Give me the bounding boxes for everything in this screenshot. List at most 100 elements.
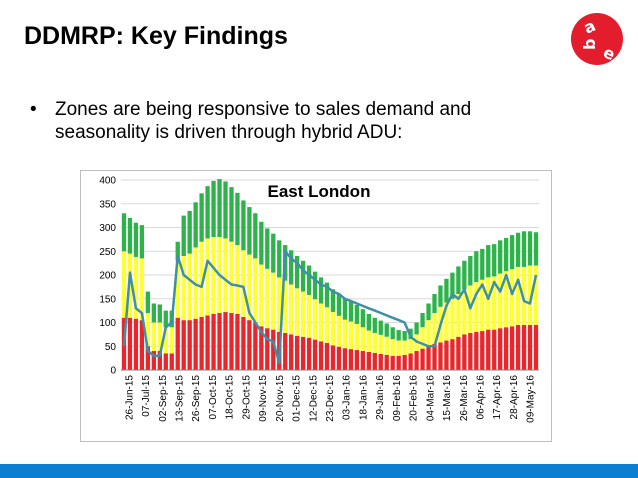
bar-red-zone <box>199 316 204 370</box>
bar-green-zone <box>127 218 133 254</box>
y-tick-label: 150 <box>99 294 116 305</box>
bar-yellow-zone <box>384 336 389 355</box>
bar-red-zone <box>235 313 240 370</box>
bar-red-zone <box>462 334 467 370</box>
bar-red-zone <box>289 334 294 370</box>
logo-letter-b: b <box>580 39 599 50</box>
bar-red-zone <box>330 345 336 370</box>
bar-yellow-zone <box>426 320 431 347</box>
bar-green-zone <box>217 179 222 237</box>
bar-red-zone <box>444 340 449 370</box>
bar-yellow-zone <box>498 273 503 329</box>
chart-container: 0 50 100 150 200 250 300 350 400 26-Jun-15 07-Jul… <box>80 170 552 442</box>
bar-red-zone <box>187 320 192 370</box>
bar-green-zone <box>271 233 276 273</box>
x-tick-label: 02-Sep-15 <box>158 375 169 422</box>
bar-yellow-zone <box>211 237 216 314</box>
x-tick-label: 18-Jan-16 <box>358 375 369 420</box>
bar-red-zone <box>241 316 246 370</box>
bar-yellow-zone <box>157 322 162 351</box>
bar-green-zone <box>438 285 443 307</box>
x-tick-label: 04-Mar-16 <box>425 375 436 422</box>
bar-red-zone <box>318 341 324 370</box>
bar-red-zone <box>223 312 228 370</box>
bar-yellow-zone <box>456 294 461 337</box>
bar-green-zone <box>157 304 162 323</box>
bar-yellow-zone <box>378 334 383 354</box>
bar-red-zone <box>348 349 354 370</box>
bar-yellow-zone <box>235 245 240 314</box>
bar-red-zone <box>181 320 186 370</box>
bullet-point: • Zones are being responsive to sales de… <box>30 98 550 144</box>
bar-green-zone <box>205 186 210 239</box>
bar-red-zone <box>521 324 527 370</box>
bar-yellow-zone <box>527 265 533 325</box>
bar-red-zone <box>480 331 485 370</box>
bar-green-zone <box>181 215 186 256</box>
bar-green-zone <box>360 309 365 328</box>
bar-red-zone <box>396 355 401 370</box>
bar-green-zone <box>450 272 455 299</box>
bar-green-zone <box>366 313 371 331</box>
bar-yellow-zone <box>492 276 497 330</box>
bar-green-zone <box>187 210 192 254</box>
bar-red-zone <box>229 313 234 370</box>
bar-green-zone <box>163 310 168 328</box>
bar-green-zone <box>235 192 240 246</box>
bar-green-zone <box>145 291 151 313</box>
bar-yellow-zone <box>450 298 455 340</box>
bar-yellow-zone <box>396 340 401 356</box>
x-tick-label: 06-Apr-16 <box>475 375 486 420</box>
bar-red-zone <box>127 317 133 370</box>
bar-green-zone <box>295 256 300 289</box>
bar-yellow-zone <box>390 339 395 356</box>
bar-green-zone <box>414 322 419 335</box>
bar-red-zone <box>498 328 503 370</box>
bar-red-zone <box>271 329 276 370</box>
bar-red-zone <box>402 354 407 370</box>
bar-yellow-zone <box>271 272 276 330</box>
bar-red-zone <box>378 353 383 370</box>
bar-yellow-zone <box>229 241 234 313</box>
bar-green-zone <box>318 277 324 304</box>
bar-green-zone <box>342 298 348 320</box>
x-tick-label: 12-Dec-15 <box>308 375 319 422</box>
bar-yellow-zone <box>121 251 127 318</box>
bar-yellow-zone <box>199 241 204 317</box>
bar-red-zone <box>139 320 145 370</box>
bar-yellow-zone <box>289 284 294 335</box>
bar-yellow-zone <box>133 256 139 319</box>
bar-yellow-zone <box>205 238 210 316</box>
bar-green-zone <box>229 187 234 242</box>
bar-red-zone <box>533 324 539 370</box>
bar-red-zone <box>247 320 252 370</box>
bar-yellow-zone <box>324 307 330 343</box>
bar-yellow-zone <box>277 277 282 332</box>
bar-red-zone <box>283 332 288 370</box>
bar-red-zone <box>408 353 413 370</box>
bar-green-zone <box>456 266 461 294</box>
bar-red-zone <box>492 329 497 370</box>
bar-yellow-zone <box>330 312 336 346</box>
bar-red-zone <box>504 327 509 370</box>
bar-red-zone <box>211 313 216 370</box>
bar-green-zone <box>426 303 431 321</box>
bar-red-zone <box>295 335 300 370</box>
bar-yellow-zone <box>408 339 413 354</box>
chart-title: East London <box>268 182 371 201</box>
bar-green-zone <box>533 232 539 266</box>
bar-green-zone <box>211 180 216 237</box>
bar-yellow-zone <box>300 291 306 337</box>
buffer-zones-chart: 0 50 100 150 200 250 300 350 400 26-Jun-15 07-Jul… <box>99 176 539 423</box>
bar-red-zone <box>342 348 348 370</box>
bar-red-zone <box>366 351 371 370</box>
bar-green-zone <box>509 235 515 270</box>
bar-red-zone <box>151 351 156 370</box>
bar-green-zone <box>151 303 156 323</box>
bar-red-zone <box>336 346 342 370</box>
y-tick-label: 50 <box>105 342 117 353</box>
bar-green-zone <box>396 330 401 341</box>
footer-bar <box>0 464 638 478</box>
bar-green-zone <box>223 181 228 239</box>
y-tick-label: 0 <box>110 366 116 377</box>
